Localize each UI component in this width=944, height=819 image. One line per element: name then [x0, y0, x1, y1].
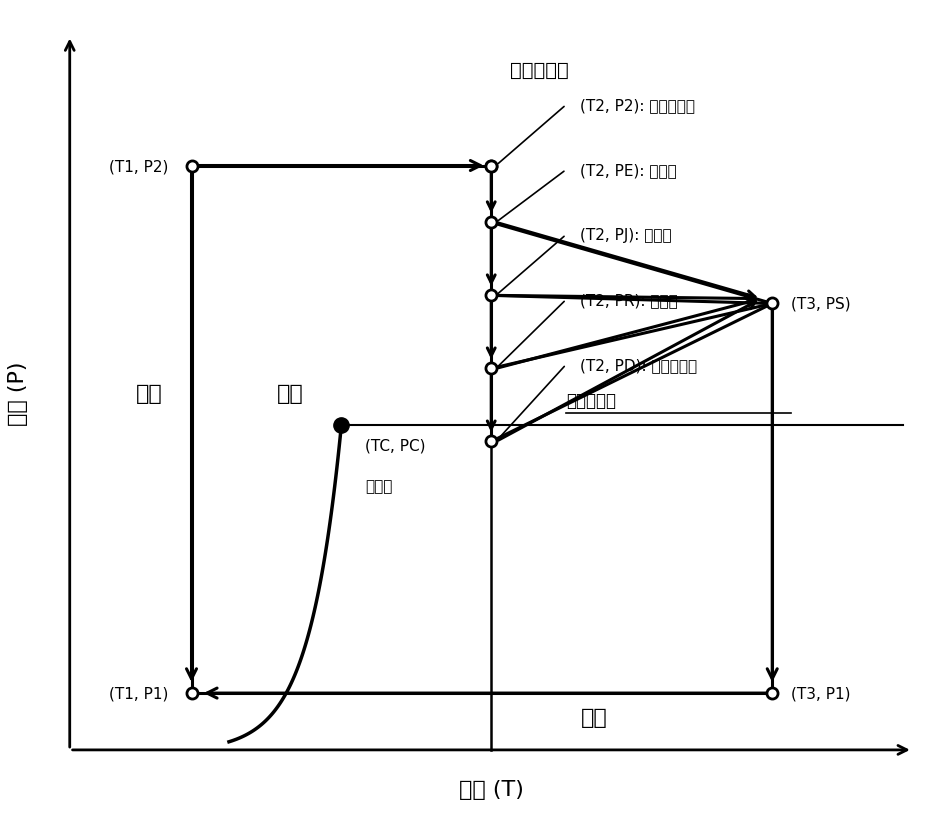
Text: 超临界流体: 超临界流体: [565, 391, 615, 410]
Text: (T1, P2): (T1, P2): [109, 159, 168, 174]
Text: (T3, P1): (T3, P1): [790, 686, 850, 701]
Text: (T1, P1): (T1, P1): [109, 686, 168, 701]
Text: 液体: 液体: [277, 383, 303, 403]
Text: (T2, PD): 流动相出口: (T2, PD): 流动相出口: [580, 357, 697, 373]
Text: (T2, PE): 萃取口: (T2, PE): 萃取口: [580, 163, 676, 178]
Text: 气体: 气体: [581, 708, 607, 727]
Text: 固体: 固体: [136, 383, 162, 403]
Text: 压力 (P): 压力 (P): [8, 361, 28, 426]
Text: (T2, PJ): 进样口: (T2, PJ): 进样口: [580, 228, 671, 242]
Text: (T3, PS): (T3, PS): [790, 296, 850, 311]
Text: 温度 (T): 温度 (T): [458, 779, 523, 799]
Text: 临界点: 临界点: [364, 478, 392, 493]
Text: (T2, P2): 流动相入口: (T2, P2): 流动相入口: [580, 98, 695, 113]
Text: 超临界流体: 超临界流体: [510, 61, 568, 80]
Text: (T2, PR): 残余口: (T2, PR): 残余口: [580, 292, 677, 308]
Text: (TC, PC): (TC, PC): [364, 438, 425, 453]
